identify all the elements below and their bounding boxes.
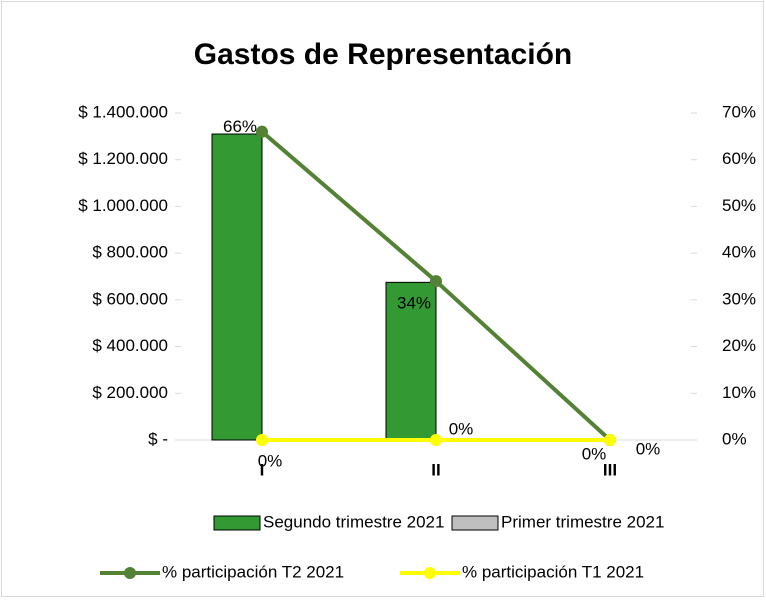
- y-tick-label: $ 400.000: [92, 336, 168, 355]
- data-label: 66%: [223, 117, 257, 136]
- line-marker: [604, 434, 616, 446]
- line-marker: [430, 275, 442, 288]
- y-tick-label: $ 1.400.000: [78, 102, 168, 121]
- line-marker: [430, 434, 442, 446]
- x-tick-label: III: [603, 460, 617, 479]
- data-label: 0%: [582, 444, 607, 463]
- legend-swatch: [213, 515, 261, 531]
- y-tick-label: $ -: [148, 429, 168, 448]
- legend-label: % participación T1 2021: [462, 562, 644, 581]
- line-marker: [256, 434, 268, 446]
- y2-tick-label: 10%: [722, 383, 756, 402]
- y2-tick-label: 40%: [722, 243, 756, 262]
- line-marker: [256, 125, 268, 138]
- y2-tick-label: 60%: [722, 149, 756, 168]
- y2-tick-label: 70%: [722, 102, 756, 121]
- data-label: 34%: [397, 294, 431, 313]
- y2-tick-label: 20%: [722, 336, 756, 355]
- bar: [211, 133, 263, 441]
- data-label: 0%: [258, 451, 283, 470]
- y-tick-label: $ 1.200.000: [78, 149, 168, 168]
- x-tick-label: II: [431, 460, 440, 479]
- data-label: 0%: [449, 419, 474, 438]
- bar: [385, 281, 437, 441]
- chart-title: Gastos de Representación: [194, 38, 572, 71]
- y2-tick-label: 50%: [722, 196, 756, 215]
- y-tick-label: $ 200.000: [92, 383, 168, 402]
- y-tick-label: $ 1.000.000: [78, 196, 168, 215]
- legend-label: Primer trimestre 2021: [501, 512, 664, 531]
- legend-marker: [424, 567, 436, 579]
- data-label: 0%: [636, 439, 661, 458]
- y-tick-label: $ 600.000: [92, 289, 168, 308]
- legend-label: Segundo trimestre 2021: [263, 512, 444, 531]
- y2-tick-label: 0%: [722, 429, 747, 448]
- y2-tick-label: 30%: [722, 289, 756, 308]
- y-tick-label: $ 800.000: [92, 243, 168, 262]
- legend-swatch: [451, 515, 499, 531]
- legend-label: % participación T2 2021: [162, 562, 344, 581]
- x-tick-label: I: [260, 460, 265, 479]
- legend-marker: [124, 567, 136, 579]
